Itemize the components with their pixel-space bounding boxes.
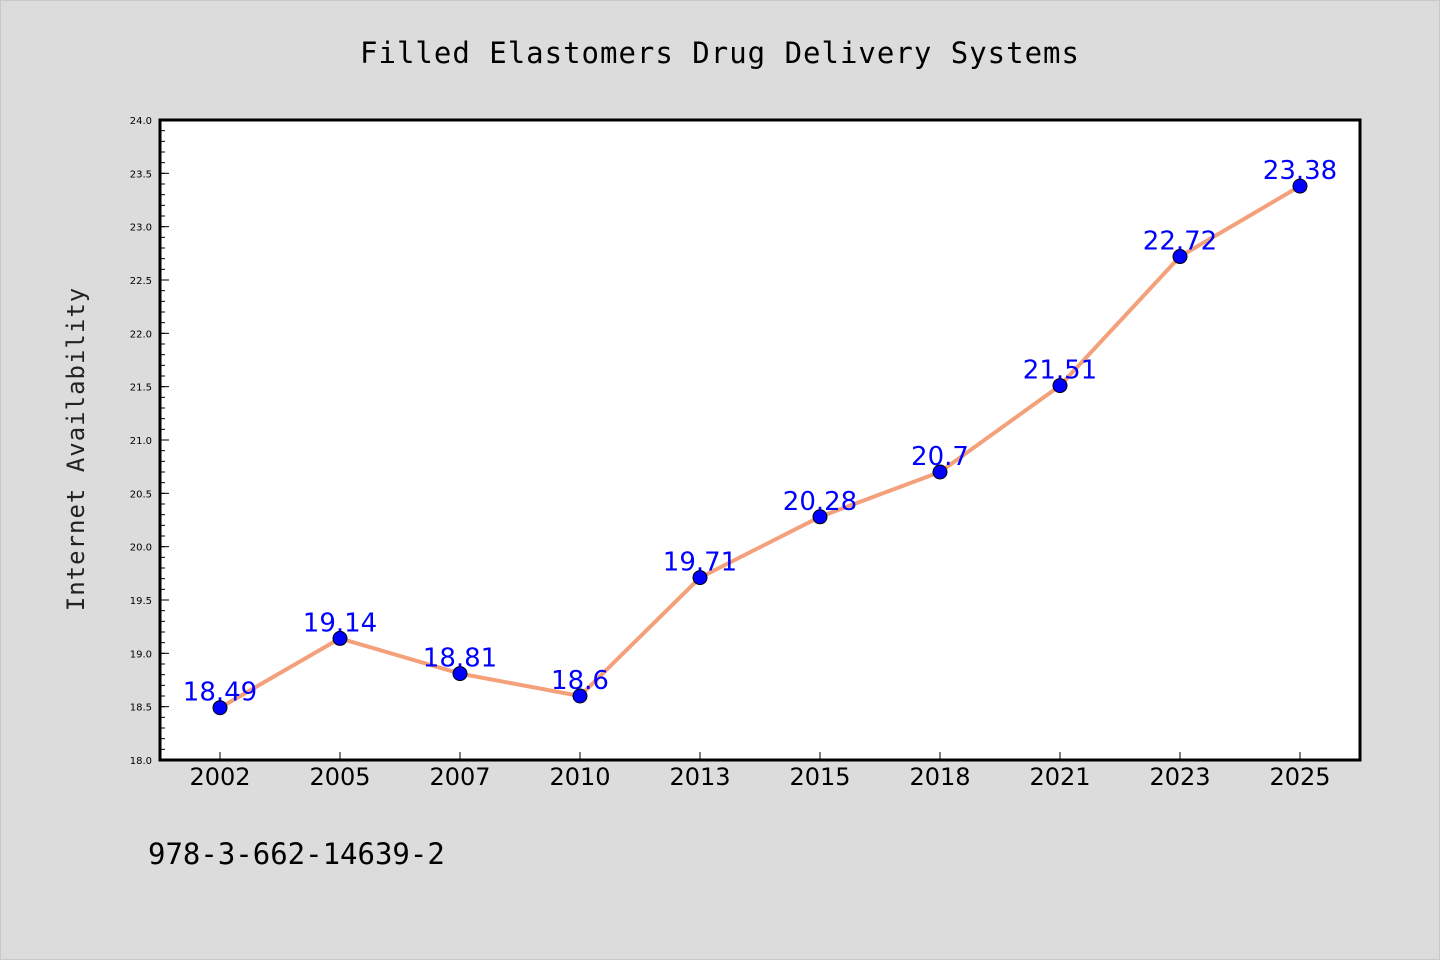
x-tick-label: 2018 [909, 763, 970, 791]
data-point-marker [452, 666, 468, 682]
data-point-label: 19.14 [303, 608, 377, 638]
data-labels: 18.49 19.14 18.81 18.6 19.71 20.28 20.7 21.51 22… [183, 156, 1337, 708]
y-tick-label: 21.5 [130, 383, 152, 394]
data-point-marker [932, 464, 948, 480]
y-tick-label: 23.5 [130, 169, 152, 180]
data-point-label: 23.38 [1263, 156, 1337, 186]
x-tick-label: 2015 [789, 763, 850, 791]
y-tick-label: 20.5 [130, 489, 152, 500]
data-point-marker [1292, 178, 1308, 194]
series-line [218, 184, 1302, 710]
y-tick-label: 20.0 [130, 543, 152, 554]
x-tick-label: 2007 [429, 763, 490, 791]
y-tick-label: 18.0 [130, 756, 152, 767]
chart-title: Filled Elastomers Drug Delivery Systems [360, 36, 1080, 70]
y-tick-label: 19.5 [130, 596, 152, 607]
data-point-marker [332, 630, 348, 646]
plot-border [158, 118, 1362, 762]
x-tick-label: 2023 [1149, 763, 1210, 791]
data-point-marker [1052, 378, 1068, 394]
x-tick-label: 2025 [1269, 763, 1330, 791]
data-point-label: 21.51 [1023, 356, 1097, 386]
data-point-label: 18.6 [551, 666, 609, 696]
footer-isbn: 978-3-662-14639-2 [148, 837, 445, 871]
y-tick-label: 18.5 [130, 703, 152, 714]
x-tick-label: 2005 [309, 763, 370, 791]
data-point-label: 22.72 [1143, 227, 1217, 257]
data-point-marker [212, 700, 228, 716]
data-point-marker [692, 570, 708, 586]
x-tick-label: 2021 [1029, 763, 1090, 791]
y-tick-label: 23.0 [130, 223, 152, 234]
y-tick-label: 22.0 [130, 329, 152, 340]
data-point-label: 18.81 [423, 644, 497, 674]
data-point-label: 19.71 [663, 548, 737, 578]
x-axis-ticks: 2002 2005 2007 2010 2013 2015 2018 2021 2023 2025 [189, 752, 1331, 791]
y-tick-label: 22.5 [130, 276, 152, 287]
plot-area [160, 120, 1360, 760]
x-tick-label: 2013 [669, 763, 730, 791]
data-point-marker [812, 509, 828, 525]
x-tick-label: 2010 [549, 763, 610, 791]
y-axis-label: Internet Availability [62, 287, 90, 611]
data-point-label: 20.28 [783, 487, 857, 517]
x-tick-label: 2002 [189, 763, 250, 791]
y-tick-label: 21.0 [130, 436, 152, 447]
y-tick-label: 24.0 [130, 116, 152, 127]
y-axis-ticks: 18.0 18.5 19.0 19.5 20.0 20.5 21.0 21.5 22.0 22.5… [130, 116, 169, 767]
data-point-marker [572, 688, 588, 704]
data-point-marker [1172, 249, 1188, 265]
y-tick-label: 19.0 [130, 649, 152, 660]
data-point-label: 18.49 [183, 678, 257, 708]
data-point-label: 20.7 [911, 442, 969, 472]
data-markers [212, 178, 1308, 716]
